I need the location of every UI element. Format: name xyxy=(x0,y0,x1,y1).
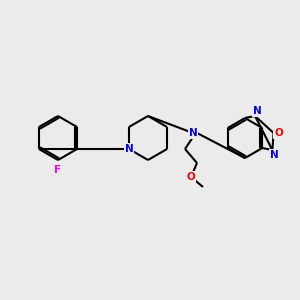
Text: O: O xyxy=(274,128,283,138)
Text: N: N xyxy=(189,128,197,138)
Text: N: N xyxy=(253,106,261,116)
Text: O: O xyxy=(187,172,195,182)
Text: N: N xyxy=(270,150,279,160)
Text: N: N xyxy=(124,144,133,154)
Text: F: F xyxy=(54,165,61,175)
